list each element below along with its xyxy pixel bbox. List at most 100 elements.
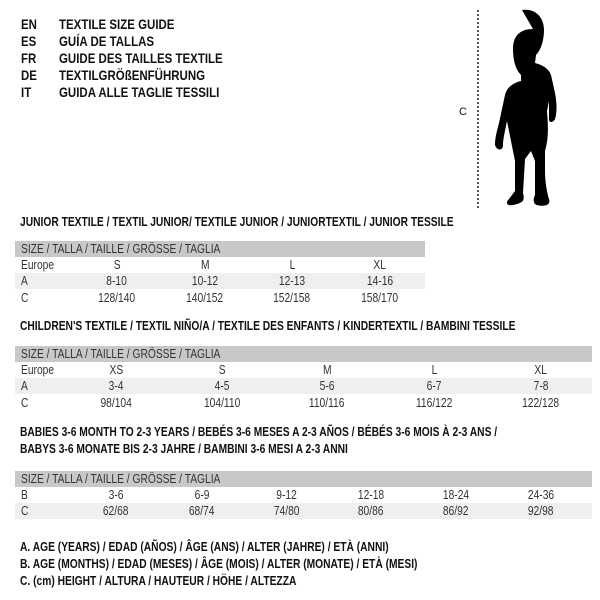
table-header: SIZE / TALLA / TAILLE / GRÖSSE / TAGLIA	[15, 241, 425, 257]
table-title-text: BABYS 3-6 MONATE BIS 2-3 JAHRE / BAMBINI…	[20, 442, 348, 456]
table-cell-text: 8-10	[106, 274, 128, 289]
table-row: A 3-4 4-5 5-6 6-7 7-8	[15, 378, 592, 395]
guide-title: GUIDE DES TAILLES TEXTILE	[59, 50, 259, 67]
table-title: BABIES 3-6 MONTH TO 2-3 YEARS / BEBÉS 3-…	[20, 424, 600, 440]
height-measure-line	[477, 10, 479, 208]
row-label: B	[21, 487, 29, 503]
table-cell-text: 158/170	[361, 290, 399, 305]
table-cell-text: 68/74	[189, 504, 215, 519]
table-cell-text: 62/68	[103, 504, 129, 519]
table-cell-text: 92/98	[528, 504, 554, 519]
table-cell: 3-4	[76, 378, 156, 394]
table-cell: 24-36	[501, 487, 581, 503]
guide-title-text: GUIDE DES TAILLES TEXTILE	[59, 50, 223, 66]
guide-title-text: GUÍA DE TALLAS	[59, 33, 155, 49]
table-cell-text: 128/140	[98, 290, 136, 305]
table-cell: 62/68	[76, 503, 156, 519]
table-row: Europe XS S M L XL	[15, 362, 592, 378]
table-cell: 158/170	[340, 290, 420, 306]
row-label-text: A	[21, 379, 28, 394]
table-cell-text: 12-18	[357, 488, 385, 502]
table-cell: 3-6	[76, 487, 156, 503]
guide-title: GUIDA ALLE TAGLIE TESSILI	[59, 84, 254, 101]
table-title-text: JUNIOR TEXTILE / TEXTIL JUNIOR/ TEXTILE …	[20, 215, 454, 229]
table-cell-text: 86/92	[443, 504, 469, 519]
row-label: C	[21, 290, 30, 306]
table-cell-text: L	[431, 363, 437, 377]
language-code-text: IT	[21, 84, 32, 100]
table-cell-text: M	[200, 258, 210, 272]
table-row: C 62/68 68/74 74/80 80/86 86/92 92/98	[15, 503, 592, 520]
table-cell: 5-6	[287, 378, 367, 394]
table-cell-text: 6-7	[426, 379, 442, 394]
row-label-text: B	[21, 488, 28, 502]
table-cell-text: 5-6	[319, 379, 335, 394]
language-code-text: DE	[21, 67, 37, 83]
table-cell-text: 10-12	[191, 274, 219, 289]
table-header: SIZE / TALLA / TAILLE / GRÖSSE / TAGLIA	[15, 346, 592, 362]
table-cell: 110/116	[287, 395, 367, 411]
table-cell-text: 152/158	[273, 290, 311, 305]
table-cell-text: 14-16	[366, 274, 394, 289]
legend-item-text: C. (cm) HEIGHT / ALTURA / HAUTEUR / HÖHE…	[20, 574, 297, 588]
table-cell-text: 9-12	[276, 488, 298, 502]
table-cell-text: S	[218, 363, 226, 377]
language-code: FR	[21, 50, 40, 67]
language-code: DE	[21, 67, 40, 84]
table-cell: 140/152	[165, 290, 245, 306]
legend-item: A. AGE (YEARS) / EDAD (AÑOS) / ÂGE (ANS)…	[20, 538, 470, 556]
row-label: A	[21, 378, 29, 394]
table-cell: 12-18	[331, 487, 411, 503]
table-cell-text: 6-9	[194, 488, 210, 502]
table-row: A 8-10 10-12 12-13 14-16	[15, 273, 425, 290]
table-cell: 10-12	[165, 273, 245, 289]
table-cell: 86/92	[416, 503, 496, 519]
table-cell: 122/128	[501, 395, 581, 411]
legend-item: C. (cm) HEIGHT / ALTURA / HAUTEUR / HÖHE…	[20, 572, 357, 590]
table-cell: 18-24	[416, 487, 496, 503]
table-title-text: BABIES 3-6 MONTH TO 2-3 YEARS / BEBÉS 3-…	[20, 425, 498, 439]
table-cell: L	[394, 362, 474, 378]
language-code: IT	[21, 84, 33, 101]
table-cell-text: 110/116	[309, 395, 345, 410]
row-label: C	[21, 503, 30, 519]
table-header-text: SIZE / TALLA / TAILLE / GRÖSSE / TAGLIA	[21, 242, 221, 256]
table-cell: 14-16	[340, 273, 420, 289]
table-cell: M	[165, 257, 245, 273]
table-cell: 74/80	[247, 503, 327, 519]
table-header-text: SIZE / TALLA / TAILLE / GRÖSSE / TAGLIA	[21, 472, 221, 486]
table-cell: XL	[340, 257, 420, 273]
table-cell: 98/104	[76, 395, 156, 411]
table-cell: S	[182, 362, 262, 378]
table-cell: 104/110	[182, 395, 262, 411]
language-code: EN	[21, 16, 40, 33]
table-cell: 92/98	[501, 503, 581, 519]
table-cell-text: S	[113, 258, 121, 272]
table-cell: 9-12	[247, 487, 327, 503]
table-title: JUNIOR TEXTILE / TEXTIL JUNIOR/ TEXTILE …	[20, 214, 549, 230]
table-cell-text: 18-24	[442, 488, 470, 502]
legend-item-text: A. AGE (YEARS) / EDAD (AÑOS) / ÂGE (ANS)…	[20, 540, 389, 554]
table-cell-text: 12-13	[278, 274, 306, 289]
table-row: C 98/104 104/110 110/116 116/122 122/128	[15, 395, 592, 411]
table-cell-text: L	[289, 258, 295, 272]
table-cell-text: 7-8	[533, 379, 549, 394]
table-cell: 80/86	[331, 503, 411, 519]
table-cell: XS	[76, 362, 156, 378]
table-row: Europe S M L XL	[15, 257, 425, 273]
table-cell-text: 122/128	[522, 395, 560, 410]
table-cell-text: 116/122	[415, 395, 453, 410]
language-code: ES	[21, 33, 40, 50]
table-cell: 12-13	[252, 273, 332, 289]
legend-item-text: B. AGE (MONTHS) / EDAD (MESES) / ÂGE (MO…	[20, 557, 418, 571]
table-cell: L	[252, 257, 332, 273]
guide-title-text: GUIDA ALLE TAGLIE TESSILI	[59, 84, 220, 100]
child-silhouette-icon	[495, 9, 557, 206]
table-cell: 4-5	[182, 378, 262, 394]
legend-item: B. AGE (MONTHS) / EDAD (MESES) / ÂGE (MO…	[20, 555, 505, 573]
language-code-text: ES	[21, 33, 37, 49]
guide-title: TEXTILE SIZE GUIDE	[59, 16, 200, 33]
table-cell: 116/122	[394, 395, 474, 411]
row-label-text: C	[21, 395, 29, 410]
